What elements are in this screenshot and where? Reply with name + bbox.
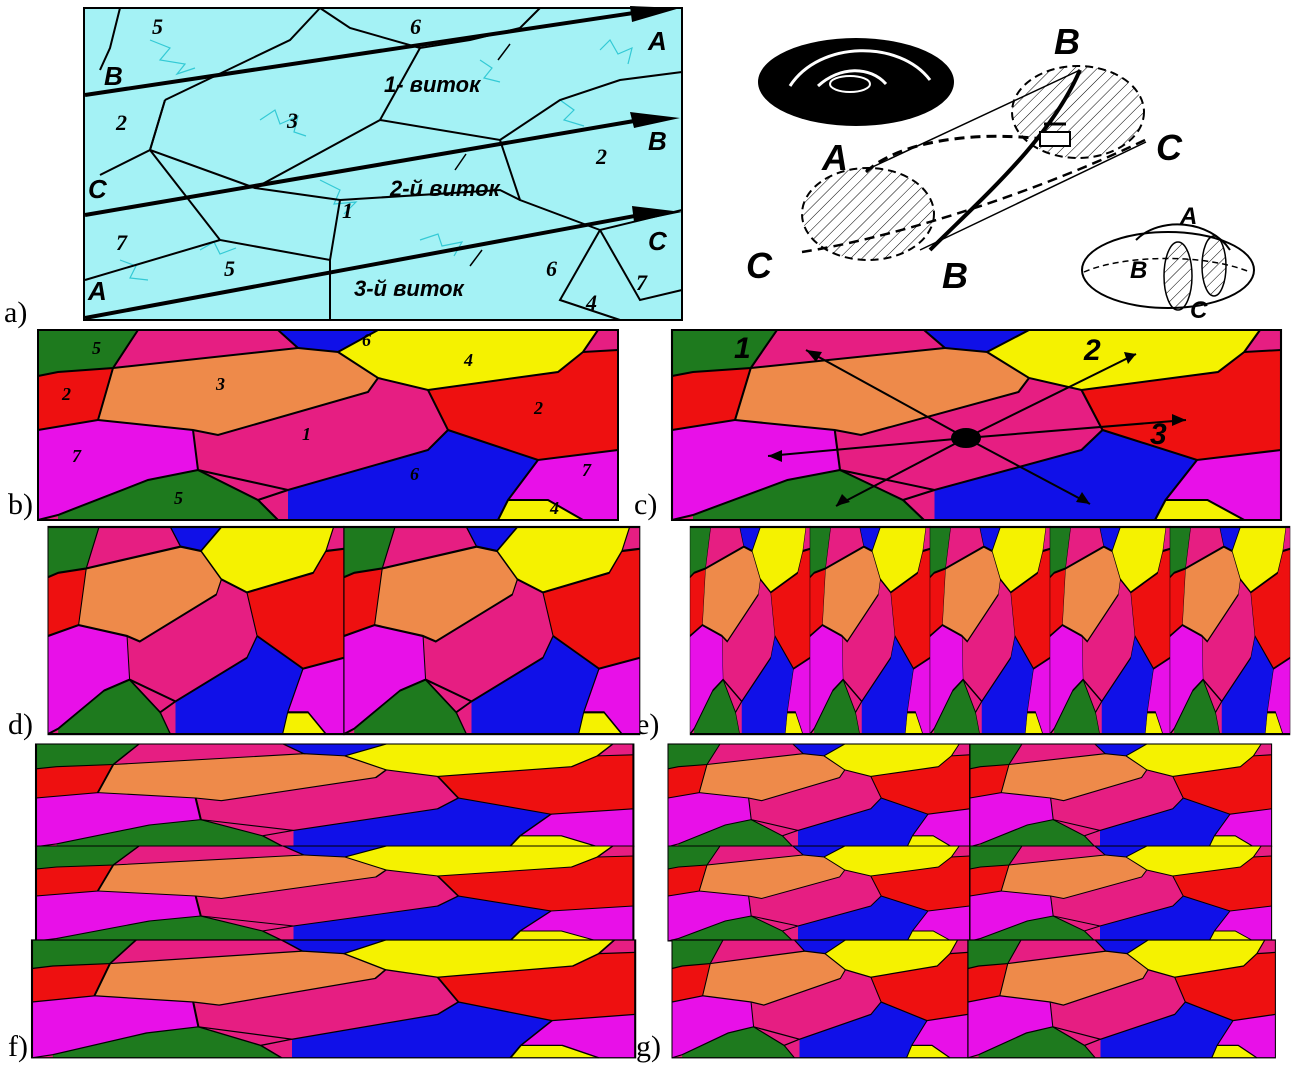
small-torus-label: B [1130, 257, 1147, 284]
turn-label-3: 3-й виток [354, 276, 466, 301]
panel-label-a: a) [4, 296, 28, 329]
region-number: 2 [115, 110, 127, 135]
region-number: 7 [636, 270, 648, 295]
region-number: 7 [72, 446, 82, 466]
region-number: 6 [410, 464, 419, 484]
region-number: 5 [92, 338, 101, 358]
region-number: 3 [286, 108, 298, 133]
strip-label-left: A [87, 276, 107, 306]
panel-label-b: b) [8, 488, 33, 521]
region-number: 2 [61, 384, 71, 404]
strip-label-right: B [648, 126, 667, 156]
region-number: 4 [585, 290, 597, 315]
region-number: 1 [302, 424, 311, 444]
panel-g-tiling [667, 743, 1277, 1059]
torus-diagram: B A C C B A B C [746, 21, 1255, 324]
region-number: 5 [224, 256, 235, 281]
panel-d-tiling [46, 525, 641, 736]
region-number: 5 [152, 14, 163, 39]
region-number: 6 [410, 14, 421, 39]
region-number: 3 [215, 374, 225, 394]
torus-label-left-lower: C [746, 245, 773, 286]
panel-label-f: f) [8, 1030, 28, 1063]
torus-label-left-upper: A [821, 137, 848, 178]
region-number: 7 [582, 460, 592, 480]
panel-label-g: g) [636, 1030, 661, 1063]
strip-label-left: C [88, 174, 108, 204]
arrow-label-2: 2 [1083, 334, 1101, 367]
region-number: 2 [533, 398, 543, 418]
region-number: 5 [174, 488, 183, 508]
arrow-label-3: 3 [1150, 418, 1167, 451]
small-torus-label: C [1190, 297, 1208, 324]
turn-label-2: 2-й виток [389, 176, 502, 201]
strip-label-left: B [104, 61, 123, 91]
strip-label-right: A [647, 26, 667, 56]
torus-label-top: B [1054, 21, 1080, 62]
region-number: 6 [546, 256, 557, 281]
small-torus-label: A [1179, 203, 1197, 230]
torus-label-bottom: B [942, 255, 968, 296]
region-number: 2 [595, 144, 607, 169]
panel-label-e: e) [636, 708, 660, 741]
panel-a-strip: 5 6 2 3 2 1 7 5 6 7 4 B C A A B C 1- вит… [83, 6, 683, 321]
panel-e-tiling [688, 525, 1292, 736]
region-number: 4 [549, 498, 559, 518]
panel-c-tile: 1 2 3 [670, 328, 1283, 522]
strip-label-right: C [648, 226, 668, 256]
region-number: 4 [463, 350, 473, 370]
region-number: 1 [342, 198, 353, 223]
arrow-label-1: 1 [734, 332, 751, 365]
turn-label-1: 1- виток [384, 72, 482, 97]
panel-b-tile: 5 6 2 3 4 2 1 7 6 7 5 4 [37, 329, 619, 521]
torus-label-right: C [1156, 127, 1183, 168]
panel-label-d: d) [8, 708, 33, 741]
region-number: 7 [116, 230, 128, 255]
panel-label-c: c) [634, 488, 658, 521]
region-number: 6 [362, 330, 371, 350]
panel-f-tiling [30, 742, 637, 1059]
